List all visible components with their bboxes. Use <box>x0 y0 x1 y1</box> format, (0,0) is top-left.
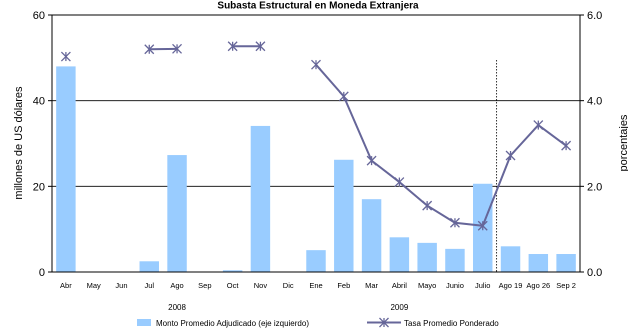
line-point <box>255 41 266 52</box>
bar <box>56 66 76 273</box>
legend-label-line: Tasa Promedio Ponderado <box>404 319 499 328</box>
bar <box>361 199 382 272</box>
x-tick-label: Abril <box>392 281 407 290</box>
x-tick-label: Ago 19 <box>499 281 523 290</box>
x-tick-label: Abr <box>60 281 72 290</box>
bar-series <box>56 66 576 273</box>
x-tick-label: Oct <box>227 281 240 290</box>
y2-tick-label: 0.0 <box>587 267 602 279</box>
line-point <box>311 59 321 70</box>
y-tick-label: 60 <box>33 10 45 22</box>
x-tick-label: Mayo <box>418 281 436 290</box>
chart-title: Subasta Estructural en Moneda Extranjera <box>217 0 419 11</box>
y2-axis-title: porcentajes <box>618 114 628 171</box>
line-point <box>172 43 183 54</box>
bar <box>139 261 159 272</box>
line-point <box>394 177 405 188</box>
x-tick-label: Ene <box>309 281 322 290</box>
bar <box>334 159 354 272</box>
line-point <box>477 220 488 231</box>
line-series <box>60 41 572 231</box>
line-point <box>338 91 349 102</box>
bar <box>445 248 465 272</box>
line-point <box>144 44 155 55</box>
x-tick-label: Ago <box>170 281 183 290</box>
y-tick-label: 40 <box>33 96 45 108</box>
bar <box>528 254 549 272</box>
x-tick-label: Sep <box>198 281 211 290</box>
line-point <box>449 217 460 228</box>
line-point <box>561 140 572 151</box>
gridlines <box>52 100 580 187</box>
plot-frame <box>51 14 581 273</box>
y2-tick-label: 6.0 <box>587 10 602 22</box>
line-segment <box>315 64 567 227</box>
bar <box>167 155 187 272</box>
bar <box>417 242 437 272</box>
y-tick-label: 0 <box>39 267 45 279</box>
x-tick-label: Jul <box>144 281 154 290</box>
x-tick-label: Sep 2 <box>556 281 576 290</box>
year-label: 2008 <box>168 303 186 312</box>
x-tick-label: Dic <box>283 281 294 290</box>
axes <box>48 14 584 273</box>
x-tick-label: Ago 26 <box>526 281 550 290</box>
bar <box>389 237 410 272</box>
y2-tick-label: 2.0 <box>587 181 602 193</box>
bar <box>250 125 271 273</box>
axis-labels: 0 20 40 60 0.0 2.0 4.0 6.0 Abr May Jun Jul Ago Sep Oct… <box>33 10 603 312</box>
x-tick-label: Julio <box>475 281 490 290</box>
bar <box>500 246 521 272</box>
legend-label-bars: Monto Promedio Adjudicado (eje izquierdo… <box>156 319 309 328</box>
x-tick-label: May <box>87 281 101 290</box>
bar <box>306 250 326 272</box>
bar <box>222 270 243 272</box>
line-point <box>422 200 433 211</box>
legend-marker-line <box>379 317 389 328</box>
year-label: 2009 <box>390 303 408 312</box>
legend: Monto Promedio Adjudicado (eje izquierdo… <box>137 317 499 328</box>
x-tick-label: Junio <box>446 281 464 290</box>
line-point <box>60 51 71 62</box>
line-point <box>505 150 516 161</box>
x-tick-label: Jun <box>115 281 127 290</box>
legend-swatch-bars <box>137 319 151 326</box>
x-tick-label: Nov <box>254 281 268 290</box>
line-point <box>227 41 238 52</box>
line-point <box>366 155 377 166</box>
line-point <box>533 120 544 131</box>
x-tick-label: Mar <box>365 281 378 290</box>
x-tick-label: Feb <box>337 281 350 290</box>
bar <box>556 254 576 272</box>
y2-tick-label: 4.0 <box>587 96 602 108</box>
y-axis-title: millones de US dólares <box>13 86 25 200</box>
y-tick-label: 20 <box>33 181 45 193</box>
